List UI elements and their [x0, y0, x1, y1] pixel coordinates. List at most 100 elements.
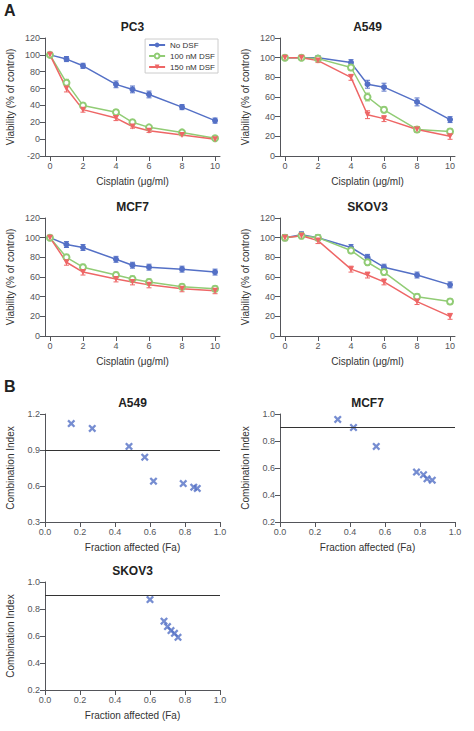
svg-text:40: 40 [265, 292, 275, 302]
svg-text:6: 6 [147, 341, 152, 351]
svg-text:Fraction affected (Fa): Fraction affected (Fa) [85, 542, 180, 553]
svg-text:0.2: 0.2 [74, 527, 87, 537]
svg-text:100: 100 [260, 53, 275, 63]
svg-text:MCF7: MCF7 [116, 200, 149, 214]
svg-text:Combination Index: Combination Index [5, 594, 16, 677]
svg-text:100: 100 [25, 233, 40, 243]
svg-text:20: 20 [30, 311, 40, 321]
svg-text:A549: A549 [118, 396, 147, 410]
svg-text:8: 8 [415, 161, 420, 171]
svg-text:120: 120 [260, 33, 275, 43]
svg-text:60: 60 [265, 92, 275, 102]
svg-text:No DSF: No DSF [170, 41, 199, 50]
svg-text:0.8: 0.8 [27, 604, 40, 614]
svg-text:0: 0 [47, 161, 52, 171]
svg-text:Viability (% of control): Viability (% of control) [5, 49, 16, 146]
svg-text:0.4: 0.4 [109, 695, 122, 705]
svg-text:80: 80 [265, 252, 275, 262]
svg-text:0.0: 0.0 [39, 527, 52, 537]
svg-text:0.2: 0.2 [27, 685, 40, 695]
svg-text:Cisplatin (μg/ml): Cisplatin (μg/ml) [331, 176, 403, 187]
svg-text:1.2: 1.2 [27, 409, 40, 419]
svg-text:0: 0 [35, 134, 40, 144]
svg-text:150 nM DSF: 150 nM DSF [170, 63, 215, 72]
svg-text:Cisplatin (μg/ml): Cisplatin (μg/ml) [96, 356, 168, 367]
svg-text:60: 60 [30, 272, 40, 282]
svg-text:0: 0 [270, 331, 275, 341]
svg-text:80: 80 [30, 67, 40, 77]
svg-text:0: 0 [35, 331, 40, 341]
svg-text:100: 100 [260, 233, 275, 243]
svg-text:SKOV3: SKOV3 [112, 564, 153, 578]
svg-text:SKOV3: SKOV3 [347, 200, 388, 214]
svg-text:Cisplatin (μg/ml): Cisplatin (μg/ml) [331, 356, 403, 367]
svg-text:60: 60 [30, 84, 40, 94]
svg-text:0.6: 0.6 [262, 463, 275, 473]
svg-text:0: 0 [282, 161, 287, 171]
svg-text:0.3: 0.3 [27, 517, 40, 527]
svg-text:8: 8 [180, 161, 185, 171]
svg-text:20: 20 [30, 117, 40, 127]
svg-text:120: 120 [25, 213, 40, 223]
svg-text:Cisplatin (μg/ml): Cisplatin (μg/ml) [96, 176, 168, 187]
svg-text:0.0: 0.0 [274, 527, 287, 537]
svg-text:10: 10 [445, 161, 455, 171]
svg-text:0.8: 0.8 [414, 527, 427, 537]
svg-text:-20: -20 [27, 151, 40, 161]
svg-text:MCF7: MCF7 [351, 396, 384, 410]
svg-text:2: 2 [80, 161, 85, 171]
svg-text:80: 80 [265, 72, 275, 82]
svg-text:Fraction affected (Fa): Fraction affected (Fa) [320, 542, 415, 553]
svg-text:20: 20 [265, 311, 275, 321]
svg-text:PC3: PC3 [121, 20, 145, 34]
svg-text:0.4: 0.4 [109, 527, 122, 537]
svg-text:80: 80 [30, 252, 40, 262]
svg-text:A549: A549 [353, 20, 382, 34]
svg-text:40: 40 [30, 100, 40, 110]
svg-text:B: B [4, 378, 16, 395]
svg-text:120: 120 [260, 213, 275, 223]
svg-text:10: 10 [210, 161, 220, 171]
svg-text:40: 40 [265, 112, 275, 122]
svg-text:60: 60 [265, 272, 275, 282]
svg-text:0.8: 0.8 [179, 695, 192, 705]
svg-text:0.2: 0.2 [309, 527, 322, 537]
svg-text:0: 0 [270, 151, 275, 161]
svg-text:0.4: 0.4 [27, 658, 40, 668]
svg-text:100 nM DSF: 100 nM DSF [170, 52, 215, 61]
svg-text:0.2: 0.2 [74, 695, 87, 705]
svg-text:Viability (% of control): Viability (% of control) [240, 229, 251, 326]
svg-text:0.2: 0.2 [262, 517, 275, 527]
svg-text:0.8: 0.8 [262, 436, 275, 446]
svg-text:1.0: 1.0 [27, 577, 40, 587]
svg-text:6: 6 [382, 341, 387, 351]
svg-text:0.4: 0.4 [344, 527, 357, 537]
svg-text:0.8: 0.8 [179, 527, 192, 537]
svg-text:Combination Index: Combination Index [240, 426, 251, 509]
svg-text:1.0: 1.0 [214, 695, 227, 705]
svg-text:0.6: 0.6 [27, 481, 40, 491]
svg-text:8: 8 [415, 341, 420, 351]
svg-text:0: 0 [47, 341, 52, 351]
svg-text:A: A [4, 2, 16, 19]
svg-text:0.6: 0.6 [144, 527, 157, 537]
svg-text:2: 2 [315, 161, 320, 171]
svg-text:4: 4 [113, 161, 118, 171]
svg-text:10: 10 [210, 341, 220, 351]
svg-text:100: 100 [25, 50, 40, 60]
svg-text:40: 40 [30, 292, 40, 302]
svg-text:4: 4 [113, 341, 118, 351]
svg-text:8: 8 [180, 341, 185, 351]
svg-text:120: 120 [25, 33, 40, 43]
svg-text:Combination Index: Combination Index [5, 426, 16, 509]
svg-text:2: 2 [80, 341, 85, 351]
svg-text:Viability (% of control): Viability (% of control) [5, 229, 16, 326]
svg-text:20: 20 [265, 131, 275, 141]
svg-text:0: 0 [282, 341, 287, 351]
svg-text:Viability (% of control): Viability (% of control) [240, 49, 251, 146]
svg-text:2: 2 [315, 341, 320, 351]
svg-text:6: 6 [382, 161, 387, 171]
svg-text:0.6: 0.6 [379, 527, 392, 537]
svg-text:4: 4 [348, 161, 353, 171]
svg-text:0.9: 0.9 [27, 445, 40, 455]
